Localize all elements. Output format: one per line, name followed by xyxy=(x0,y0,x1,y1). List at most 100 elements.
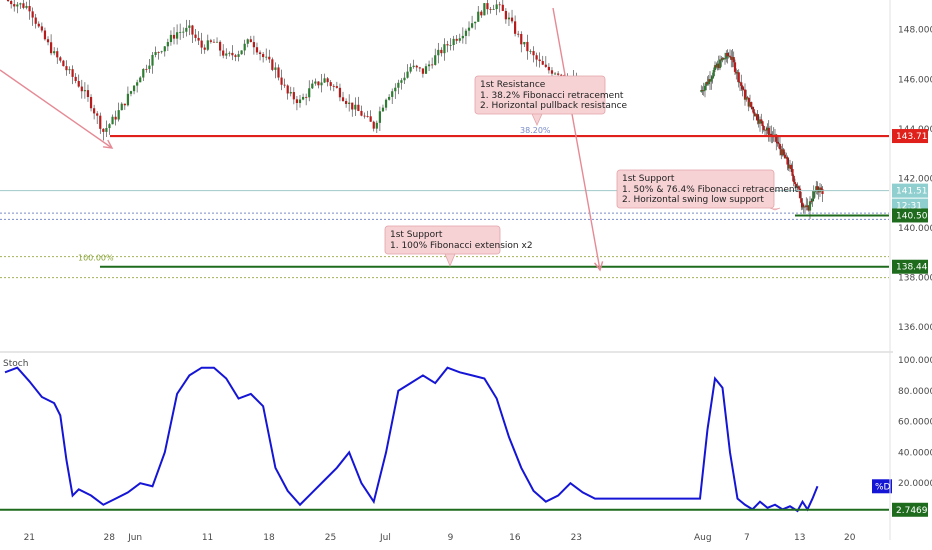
candle-body xyxy=(443,44,446,54)
candle-body xyxy=(793,182,797,184)
candle-body xyxy=(277,67,280,78)
annotation-box xyxy=(616,169,775,209)
candle-body xyxy=(783,154,787,159)
candle-body xyxy=(357,104,360,111)
candle-body xyxy=(421,68,425,74)
candle-body xyxy=(348,102,351,104)
legend-d-bg xyxy=(872,479,892,494)
candle-body xyxy=(34,17,37,24)
candle-body xyxy=(305,96,308,98)
candle-body xyxy=(28,5,31,12)
candle-body xyxy=(215,41,219,43)
candle-body xyxy=(212,41,216,43)
candle-body xyxy=(820,187,823,190)
candle-body xyxy=(780,149,783,156)
candle-body xyxy=(776,141,779,144)
candle-body xyxy=(446,44,449,46)
candle-body xyxy=(252,42,256,48)
candle-body xyxy=(708,79,712,82)
candle-body xyxy=(148,65,151,70)
candle-body xyxy=(311,83,314,89)
candle-body xyxy=(280,77,283,85)
candle-body xyxy=(480,11,483,16)
candle-body xyxy=(139,77,142,83)
candle-body xyxy=(730,56,733,60)
candle-body xyxy=(49,42,53,54)
candle-body xyxy=(455,38,458,41)
candle-body xyxy=(745,97,748,100)
candle-body xyxy=(369,116,372,122)
candle-body xyxy=(702,90,705,92)
candle-body xyxy=(712,69,715,77)
support1-price-tag: 140.508 xyxy=(896,211,932,221)
candle-body xyxy=(295,99,299,104)
candle-body xyxy=(464,30,468,36)
candle-body xyxy=(231,52,234,56)
candle-body xyxy=(786,157,789,165)
candle-body xyxy=(298,99,302,104)
stoch-pane: Stoch %D xyxy=(0,359,892,513)
candle-body xyxy=(705,82,708,86)
candle-body xyxy=(733,62,737,72)
annotation-tail xyxy=(444,253,456,268)
time-tick-label: 16 xyxy=(509,533,521,543)
candle-body xyxy=(437,49,440,56)
fib-38-label: 38.20% xyxy=(520,126,551,135)
candle-body xyxy=(234,55,237,57)
candle-body xyxy=(126,93,130,106)
candle-body xyxy=(225,53,228,56)
candle-body xyxy=(798,188,802,199)
candle-body xyxy=(458,38,461,41)
candle-body xyxy=(222,50,225,56)
support2-price-tag: 138.440 xyxy=(896,263,932,273)
candle-body xyxy=(308,88,311,98)
candle-body xyxy=(197,37,200,41)
candle-body xyxy=(391,91,394,97)
candle-body xyxy=(706,82,709,85)
candle-body xyxy=(136,82,139,86)
candle-body xyxy=(249,39,252,43)
candle-body xyxy=(394,87,397,92)
candle-body xyxy=(752,109,755,114)
candle-body xyxy=(467,27,471,31)
candle-body xyxy=(68,69,71,71)
candle-body xyxy=(711,76,714,79)
candle-body xyxy=(179,31,182,33)
annotation-title: 1st Support xyxy=(622,174,675,184)
candle-body xyxy=(757,120,760,124)
candle-body xyxy=(166,42,169,47)
candle-body xyxy=(240,50,243,55)
price-tick-label: 138.000 xyxy=(898,274,932,284)
candle-body xyxy=(129,91,133,94)
candle-body xyxy=(766,127,769,131)
candle-body xyxy=(810,201,813,203)
candle-body xyxy=(188,25,191,28)
candle-body xyxy=(449,45,452,46)
candle-body xyxy=(344,100,348,104)
candle-body xyxy=(246,39,249,44)
candle-body xyxy=(761,121,764,126)
candle-body xyxy=(762,125,765,131)
candle-body xyxy=(520,33,523,45)
candle-body xyxy=(431,64,434,66)
candle-body xyxy=(710,78,713,82)
candle-body xyxy=(768,133,772,136)
candle-body xyxy=(265,56,268,58)
candle-body xyxy=(812,191,815,199)
candle-body xyxy=(763,129,767,131)
candle-body xyxy=(811,198,814,202)
candle-body xyxy=(747,97,750,107)
candle-body xyxy=(801,202,804,208)
candle-body xyxy=(541,61,544,65)
candle-body xyxy=(6,0,10,2)
candle-body xyxy=(498,4,501,6)
candle-body xyxy=(424,66,428,74)
candle-body xyxy=(818,187,822,193)
candle-body xyxy=(427,64,431,67)
stoch-tick-label: 80.0000 xyxy=(898,387,932,397)
candle-body xyxy=(806,205,809,207)
candle-body xyxy=(22,3,25,8)
time-tick-label: 28 xyxy=(103,533,115,543)
